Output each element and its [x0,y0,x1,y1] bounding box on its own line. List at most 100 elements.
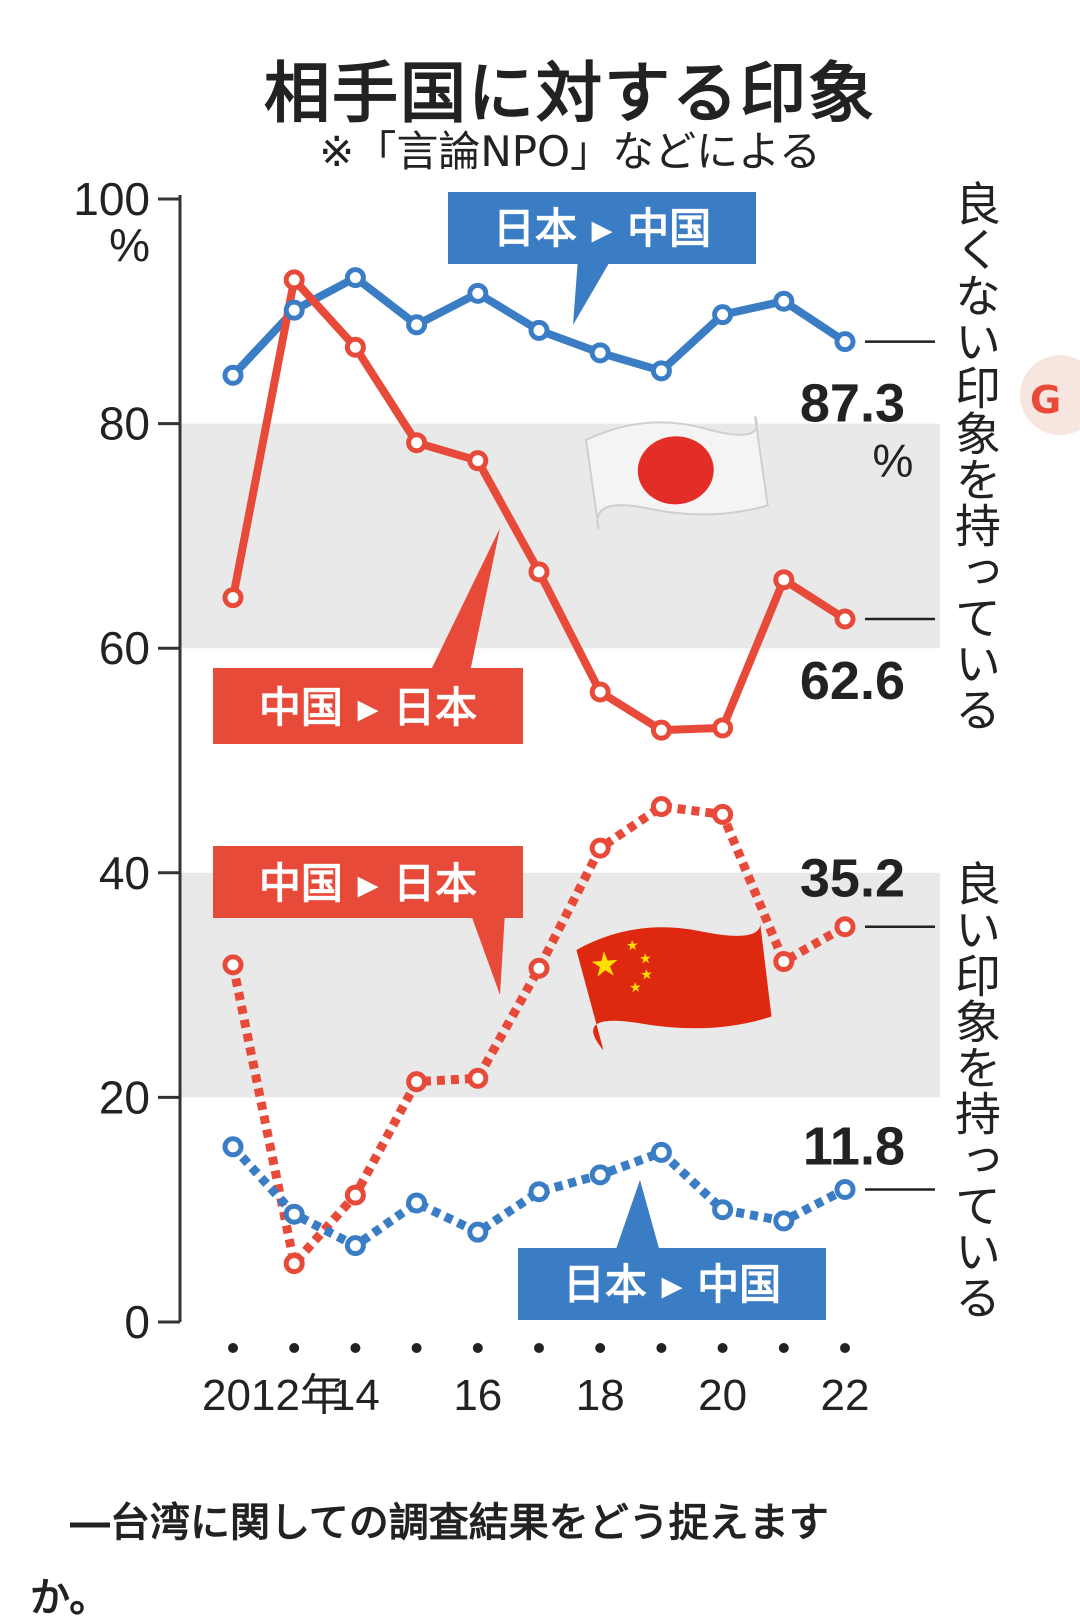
callout-label: 中国 ▸ 日本 [259,683,477,732]
end-value-label: 35.2 [800,849,905,909]
data-point [283,1203,305,1225]
right-label-positive: 良い印象を持っている [948,860,1002,1320]
data-point [467,1221,489,1243]
x-tick-label: 22 [821,1371,870,1420]
data-point [283,299,305,321]
data-point [773,1210,795,1232]
svg-text:★: ★ [639,951,653,968]
x-tick-dot [840,1343,850,1353]
data-point [344,1235,366,1257]
data-point [650,719,672,741]
x-tick-dot [717,1343,728,1353]
callout-japan-to-china-positive: 日本 ▸ 中国 [518,1180,826,1320]
edge-badge-icon: G [1030,378,1062,422]
data-point [589,1164,611,1186]
data-point [650,796,672,818]
x-tick-label: 14 [331,1371,380,1420]
x-tick-dot [350,1343,361,1353]
callout-label: 日本 ▸ 中国 [493,204,711,253]
data-point [406,432,428,454]
data-point [773,290,795,312]
x-tick-dot [411,1343,422,1353]
question-text: ―台湾に関しての調査結果をどう捉えます [70,1500,829,1546]
data-point [589,342,611,364]
data-point [222,364,244,386]
x-tick-dot [595,1343,606,1353]
data-point [650,1141,672,1163]
y-tick-label: 100 [73,173,150,225]
data-point [712,803,734,825]
right-label-negative: 良くない印象を持っている [948,180,1002,732]
shaded-bands [180,423,940,1098]
callout-label: 中国 ▸ 日本 [259,859,477,908]
data-point [283,269,305,291]
data-point [467,450,489,472]
series-line-2 [228,802,848,1269]
end-value-label: 62.6 [800,651,905,711]
x-tick-dot [228,1343,238,1353]
y-ticks: 0 20 40 60 80 100% [73,173,180,1348]
data-point [528,561,550,583]
series-markers [222,267,856,1275]
x-tick-label: 18 [576,1371,625,1420]
data-point [834,608,856,630]
chart-title: 相手国に対する印象 [264,55,876,132]
data-point [344,336,366,358]
svg-text:★: ★ [640,967,654,984]
y-tick-label: 40 [99,847,150,899]
x-tick-label: 20 [698,1371,747,1420]
data-point [528,957,550,979]
x-tick-dot [656,1343,667,1353]
data-point [528,319,550,341]
data-point [222,954,244,976]
x-tick-dot [778,1343,789,1353]
data-point [406,1071,428,1093]
end-labels: 87.3% 62.6 35.2 11.8 [800,340,935,1191]
y-tick-label: 60 [99,622,150,674]
data-point [589,837,611,859]
data-point [406,1192,428,1214]
data-point [712,717,734,739]
series-line-3 [229,1143,848,1251]
data-point [773,569,795,591]
x-tick-label: 2012年 [202,1371,344,1420]
end-value-unit: % [873,435,914,487]
edge-badge[interactable] [1020,355,1080,435]
x-tick-dot [289,1343,300,1353]
data-point [834,331,856,353]
callout-label: 日本 ▸ 中国 [563,1260,781,1309]
data-point [834,1178,856,1200]
data-point [712,1199,734,1221]
question-text-tail: か。 [30,1575,110,1621]
data-point [834,916,856,938]
x-tick-label: 16 [453,1371,502,1420]
data-point [773,951,795,973]
y-tick-label: 20 [99,1071,150,1123]
x-tick-dot [534,1343,544,1353]
svg-text:★: ★ [629,980,643,997]
callout-china-to-japan-positive: 中国 ▸ 日本 [213,846,523,995]
data-point [712,304,734,326]
data-point [222,1136,244,1158]
china-flag-icon: ★ ★ ★ ★ ★ [576,919,772,1051]
callout-china-to-japan-negative: 中国 ▸ 日本 [213,528,523,744]
end-value-label: 11.8 [803,1116,905,1176]
data-point [344,1184,366,1206]
data-point [589,681,611,703]
svg-text:★: ★ [626,938,640,955]
data-point [467,282,489,304]
data-point [222,587,244,609]
data-point [406,314,428,336]
chart-subtitle: ※「言論NPO」などによる [319,127,821,176]
y-tick-label: 80 [99,398,150,450]
y-tick-label: 0 [124,1296,150,1348]
x-tick-dot [472,1343,483,1353]
data-point [344,267,366,289]
data-point [467,1067,489,1089]
end-value-label: 87.3 [800,374,905,434]
y-unit-label: % [109,219,150,271]
data-point [650,360,672,382]
japan-flag-icon [584,415,769,530]
callout-japan-to-china-negative: 日本 ▸ 中国 [448,192,756,325]
